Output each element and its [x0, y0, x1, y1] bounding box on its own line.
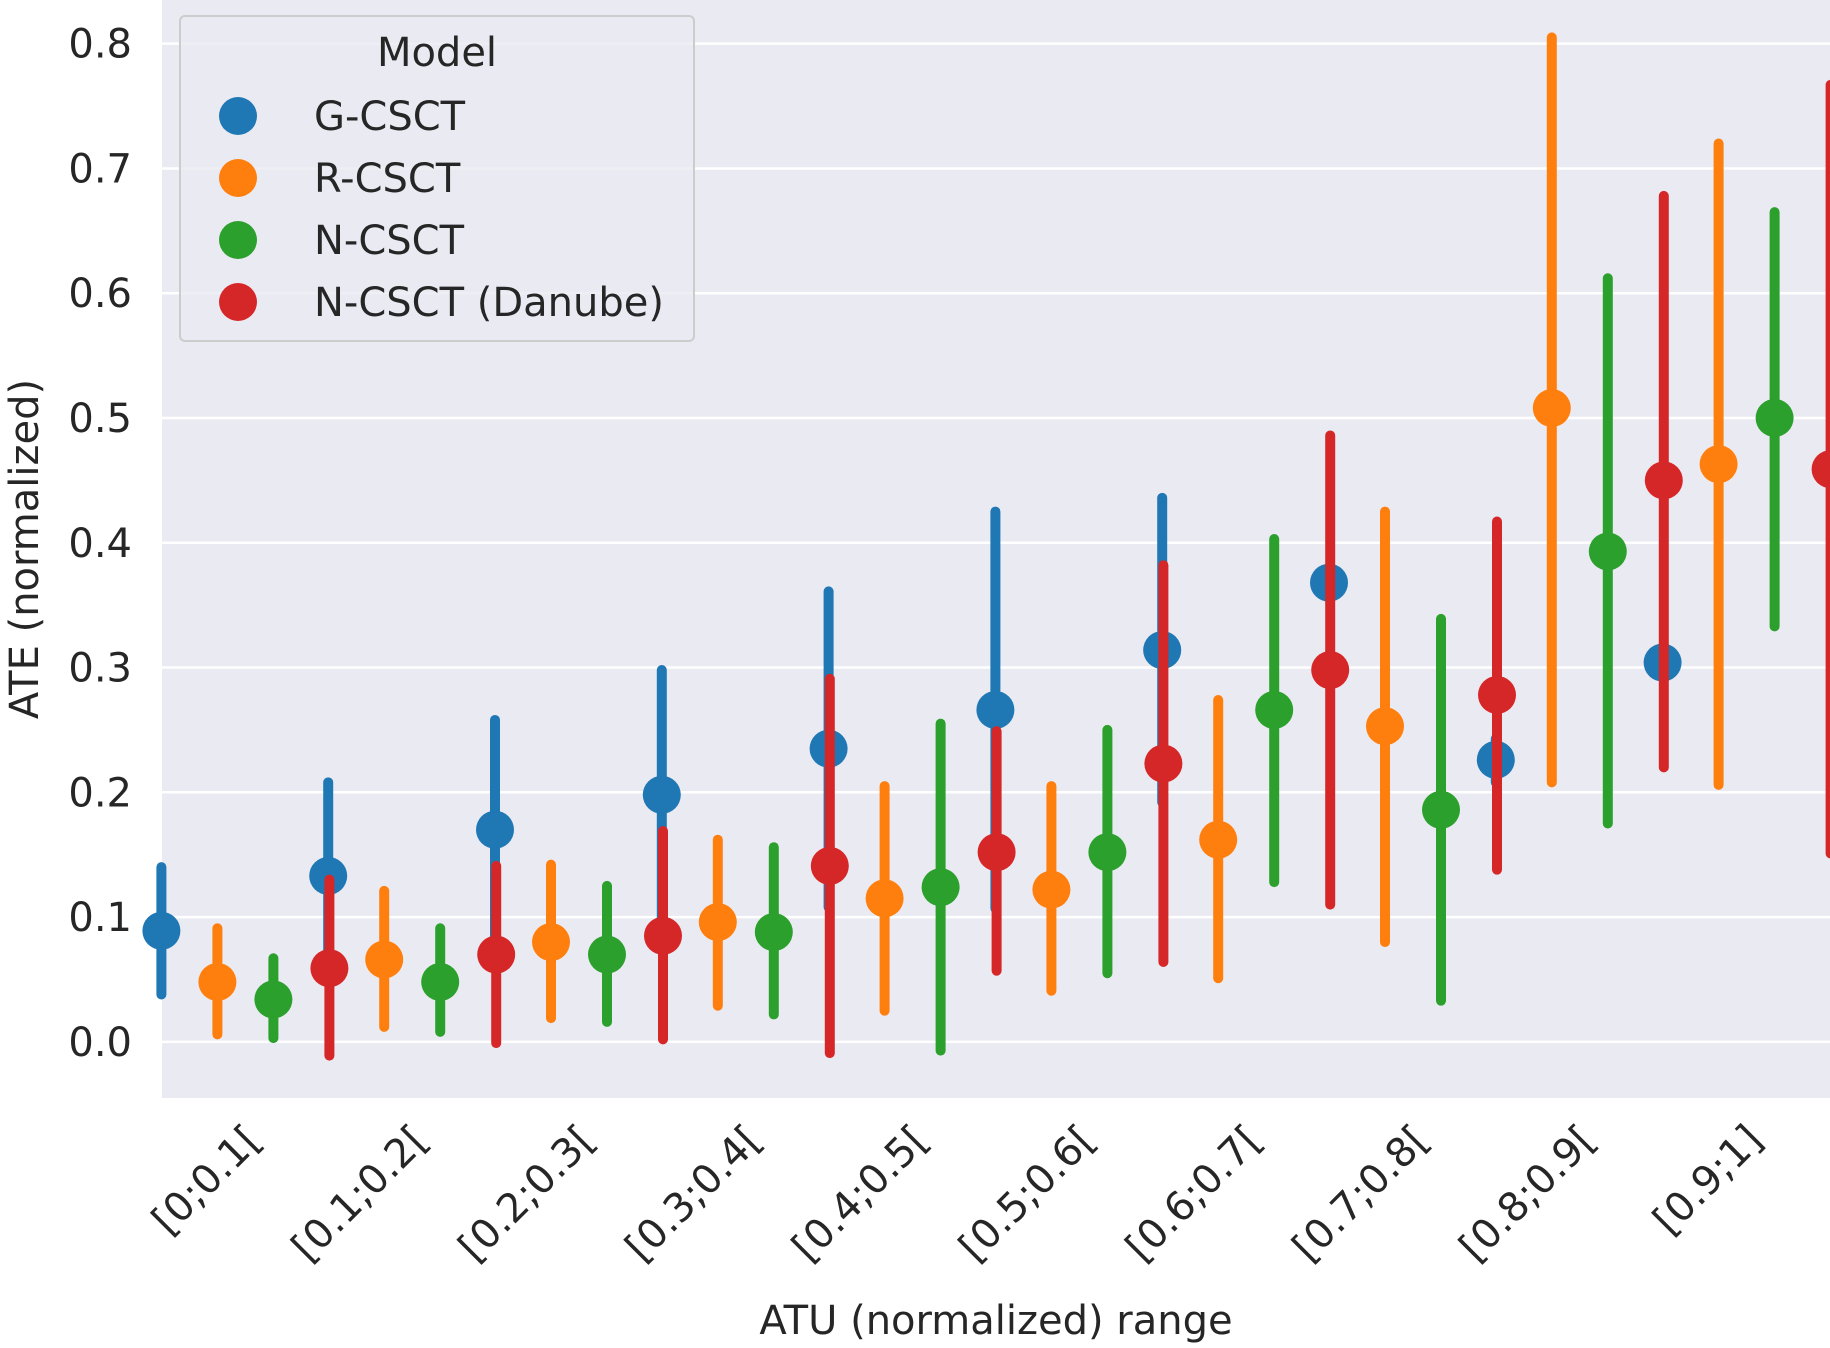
data-point: [1644, 461, 1683, 500]
data-point: [1811, 450, 1830, 489]
legend-marker: [219, 221, 257, 259]
data-point: [254, 980, 293, 1019]
data-point: [1088, 833, 1127, 872]
data-point: [198, 962, 237, 1001]
y-tick-label: 0.6: [68, 271, 132, 317]
series-3: [310, 79, 1830, 1061]
legend: Model G-CSCT R-CSCT N-CSCT N-CSCT (Danube): [179, 15, 695, 342]
series-1: [198, 32, 1738, 1040]
data-point: [1699, 445, 1738, 484]
x-tick-label: [0.2;0.3[: [450, 1117, 604, 1271]
legend-label: N-CSCT: [314, 218, 465, 264]
x-tick-label: [0.1;0.2[: [283, 1117, 437, 1271]
legend-marker: [219, 97, 257, 135]
data-point: [1588, 532, 1627, 571]
legend-label: N-CSCT (Danube): [314, 280, 664, 326]
y-tick-label: 0.4: [68, 521, 132, 567]
data-point: [1532, 389, 1571, 428]
data-point: [310, 949, 349, 988]
y-tick-label: 0.3: [68, 646, 132, 692]
x-tick-label: [0.7;0.8[: [1284, 1117, 1438, 1271]
x-ticks: [0;0.1[[0.1;0.2[[0.2;0.3[[0.3;0.4[[0.4;0…: [143, 1117, 1771, 1271]
x-tick-label: [0.6;0.7[: [1117, 1117, 1271, 1271]
data-point: [976, 690, 1015, 729]
y-tick-label: 0.0: [68, 1020, 132, 1066]
legend-title: Model: [377, 30, 497, 76]
data-point: [532, 923, 570, 962]
data-point: [142, 911, 181, 950]
data-point: [365, 940, 404, 979]
legend-marker: [219, 283, 257, 321]
data-point: [1311, 651, 1350, 690]
data-point: [810, 846, 849, 885]
data-point: [1199, 820, 1238, 859]
x-tick-label: [0.5;0.6[: [950, 1117, 1104, 1271]
data-point: [642, 775, 681, 814]
data-point: [1032, 870, 1071, 909]
y-ticks: 0.0 0.1 0.2 0.3 0.4 0.5 0.6 0.7 0.8: [68, 22, 132, 1066]
data-point: [698, 903, 737, 942]
data-point: [421, 962, 460, 1001]
series-2: [254, 207, 1794, 1056]
legend-frame: [179, 15, 695, 342]
data-point: [754, 913, 793, 952]
data-point: [1478, 675, 1516, 714]
x-tick-label: [0.3;0.4[: [617, 1117, 771, 1271]
y-tick-label: 0.1: [68, 895, 132, 941]
legend-marker: [219, 159, 257, 197]
data-point: [977, 833, 1016, 872]
data-point: [644, 916, 682, 955]
x-tick-label: [0.9;1]: [1645, 1117, 1772, 1244]
data-marks: [142, 32, 1830, 1061]
data-point: [921, 868, 960, 907]
y-axis-label: ATE (normalized): [2, 379, 48, 719]
data-point: [1755, 398, 1794, 437]
data-point: [1366, 707, 1404, 746]
y-tick-label: 0.8: [68, 22, 132, 68]
x-axis-label: ATU (normalized) range: [759, 1298, 1232, 1344]
data-point: [588, 935, 626, 974]
x-tick-label: [0;0.1[: [143, 1117, 270, 1244]
y-tick-label: 0.7: [68, 146, 132, 192]
legend-label: G-CSCT: [314, 94, 466, 140]
data-point: [1422, 790, 1460, 829]
data-point: [476, 810, 514, 849]
x-tick-label: [0.4;0.5[: [784, 1117, 938, 1271]
x-tick-label: [0.8;0.9[: [1451, 1117, 1605, 1271]
data-point: [1144, 744, 1183, 783]
y-tick-label: 0.5: [68, 396, 132, 442]
y-tick-label: 0.2: [68, 770, 132, 816]
data-point: [477, 935, 516, 974]
data-point: [865, 879, 904, 918]
data-point: [1255, 690, 1294, 729]
legend-label: R-CSCT: [314, 156, 461, 202]
